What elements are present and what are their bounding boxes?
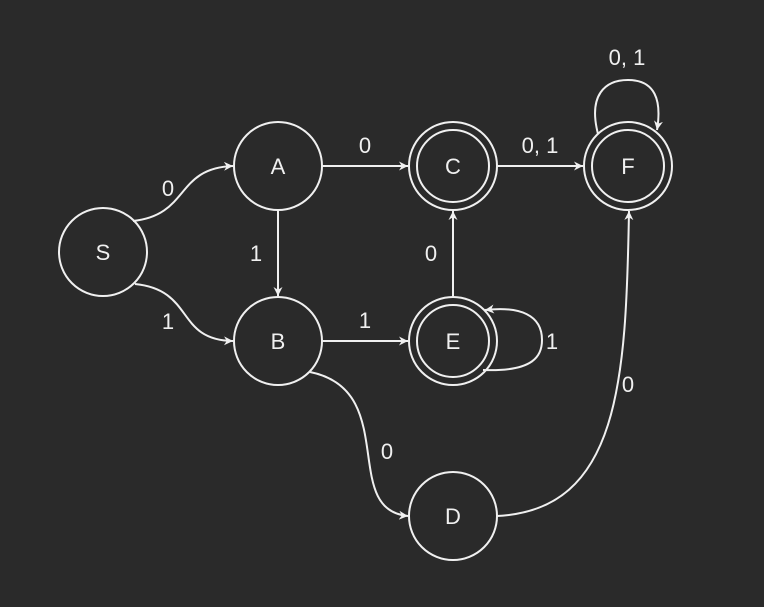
state-e-accepting: E [408,296,498,386]
edge-label-b-e: 1 [359,308,371,333]
edge-label-a-c: 0 [359,133,371,158]
edge-f-f [594,78,663,135]
edge-b-d [309,371,409,520]
edge-label-e-c: 0 [425,241,437,266]
edge-d-f [496,210,634,517]
edge-label-f-f: 0, 1 [609,45,646,70]
state-b: B [233,296,323,386]
state-label: B [271,329,286,354]
state-label: S [96,240,111,265]
edge-label-c-f: 0, 1 [522,133,559,158]
state-label: D [445,504,461,529]
state-c-accepting: C [408,121,498,211]
state-d: D [408,471,498,561]
state-a: A [233,121,323,211]
edge-label-e-e: 1 [546,329,558,354]
state-label: F [621,154,634,179]
edge-label-s-a: 0 [162,176,174,201]
edge-s-b [134,283,234,346]
state-f-accepting: F [583,121,673,211]
edge-label-s-b: 1 [162,309,174,334]
edge-e-e [482,304,544,372]
state-label: C [445,154,461,179]
state-s: S [58,207,148,297]
edge-label-a-b: 1 [250,241,262,266]
edge-label-b-d: 0 [381,439,393,464]
state-label: E [446,329,461,354]
edge-label-d-f: 0 [622,372,634,397]
edge-s-a [132,161,234,222]
state-label: A [271,154,286,179]
